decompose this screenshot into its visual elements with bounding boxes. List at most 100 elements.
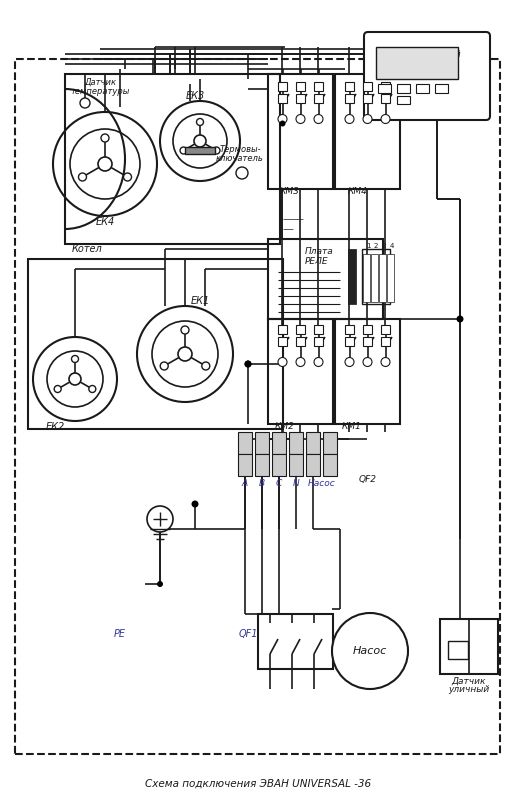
Circle shape — [160, 362, 168, 370]
Bar — [296, 325, 305, 334]
Bar — [306, 454, 320, 476]
Bar — [289, 454, 303, 476]
Text: КМ3: КМ3 — [280, 187, 300, 196]
Bar — [363, 254, 370, 302]
Bar — [381, 337, 390, 346]
Circle shape — [278, 115, 287, 124]
Text: Схема подключения ЭВАН UNIVERSAL -36: Схема подключения ЭВАН UNIVERSAL -36 — [145, 779, 371, 789]
Bar — [306, 432, 320, 454]
Bar — [255, 432, 269, 454]
Bar — [378, 84, 391, 93]
Bar — [272, 432, 286, 454]
Text: Датчик: Датчик — [452, 676, 486, 685]
Bar — [314, 337, 323, 346]
Bar — [296, 82, 305, 91]
Bar — [268, 74, 333, 189]
Circle shape — [314, 358, 323, 366]
Bar — [379, 254, 386, 302]
Bar — [185, 147, 215, 154]
Circle shape — [332, 613, 408, 689]
Text: КМ4: КМ4 — [348, 187, 368, 196]
Text: ЕК2: ЕК2 — [45, 422, 64, 432]
Text: 2: 2 — [374, 243, 378, 249]
Bar — [296, 337, 305, 346]
Bar — [363, 337, 372, 346]
Bar — [258, 614, 333, 669]
Text: ключатель: ключатель — [216, 154, 264, 163]
Bar — [268, 239, 383, 319]
Circle shape — [197, 118, 203, 125]
Bar — [448, 641, 468, 659]
Circle shape — [345, 115, 354, 124]
Circle shape — [213, 147, 220, 154]
Circle shape — [457, 316, 463, 323]
Bar — [278, 94, 287, 103]
Text: B: B — [259, 478, 265, 488]
Bar — [323, 432, 337, 454]
Circle shape — [98, 157, 112, 171]
Circle shape — [147, 506, 173, 532]
Circle shape — [194, 135, 206, 147]
Text: РЕЛЕ: РЕЛЕ — [305, 256, 329, 265]
Circle shape — [363, 115, 372, 124]
Bar — [363, 82, 372, 91]
Bar — [440, 619, 498, 674]
Circle shape — [296, 115, 305, 124]
Text: Термовы-: Термовы- — [219, 145, 261, 154]
Text: температуры: температуры — [70, 87, 130, 95]
Bar — [345, 325, 354, 334]
Bar — [289, 432, 303, 454]
Text: ЕК3: ЕК3 — [185, 91, 205, 101]
Bar — [15, 59, 500, 754]
Circle shape — [202, 362, 210, 370]
Text: C: C — [276, 478, 282, 488]
Bar — [435, 84, 448, 93]
Bar — [387, 254, 394, 302]
Circle shape — [157, 581, 163, 587]
Circle shape — [89, 386, 96, 392]
Circle shape — [381, 115, 390, 124]
Bar — [362, 249, 390, 304]
Text: N: N — [293, 478, 299, 488]
Circle shape — [54, 386, 61, 392]
Bar — [397, 84, 410, 93]
Bar — [335, 319, 400, 424]
Bar — [348, 249, 356, 304]
Circle shape — [101, 134, 109, 142]
Bar — [268, 319, 333, 424]
Bar — [345, 82, 354, 91]
Bar — [65, 74, 280, 244]
Circle shape — [381, 358, 390, 366]
Bar — [363, 94, 372, 103]
Circle shape — [296, 358, 305, 366]
Bar — [278, 325, 287, 334]
Bar — [381, 82, 390, 91]
Bar — [381, 325, 390, 334]
Text: 3: 3 — [382, 243, 386, 249]
Bar — [314, 325, 323, 334]
Circle shape — [178, 347, 192, 361]
Circle shape — [345, 358, 354, 366]
Bar — [416, 84, 429, 93]
Bar — [345, 94, 354, 103]
Circle shape — [69, 373, 81, 385]
Bar — [376, 47, 458, 79]
Bar — [363, 325, 372, 334]
Text: Насос: Насос — [308, 478, 336, 488]
FancyBboxPatch shape — [364, 32, 490, 120]
Text: ЕК1: ЕК1 — [190, 296, 209, 306]
Text: Плата: Плата — [305, 247, 334, 256]
Text: PE: PE — [114, 629, 126, 639]
Circle shape — [314, 115, 323, 124]
Text: Датчик: Датчик — [84, 78, 116, 87]
Circle shape — [245, 361, 251, 367]
Circle shape — [72, 355, 78, 362]
Bar — [238, 454, 252, 476]
Text: Насос: Насос — [353, 646, 387, 656]
Circle shape — [181, 326, 189, 334]
Bar — [335, 74, 400, 189]
Bar — [238, 432, 252, 454]
Bar — [323, 454, 337, 476]
Circle shape — [278, 358, 287, 366]
Circle shape — [363, 358, 372, 366]
